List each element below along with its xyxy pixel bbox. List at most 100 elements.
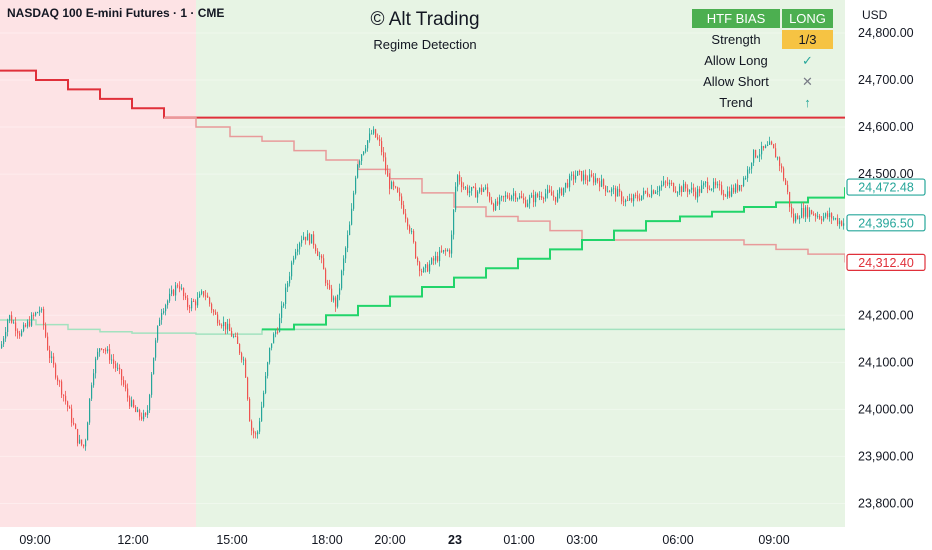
candle-body [465, 187, 467, 189]
candle-body [535, 193, 537, 203]
candle-body [185, 296, 187, 299]
candle-body [469, 190, 471, 194]
strength-row: Strength 1/3 [692, 30, 833, 49]
candle-body [823, 216, 825, 221]
x-tick-label: 23 [448, 533, 462, 547]
candle-body [623, 201, 625, 203]
allow-short-row: Allow Short ✕ [692, 72, 833, 91]
trend-label: Trend [719, 95, 753, 110]
candle-body [829, 213, 831, 218]
candle-body [333, 297, 335, 301]
candle-body [651, 190, 653, 197]
candle-body [427, 264, 429, 272]
candle-body [495, 201, 497, 211]
candle-body [615, 188, 617, 197]
y-axis[interactable]: 24,800.00 24,700.00 24,600.00 24,500.00 24,2… [845, 0, 932, 550]
symbol-title[interactable]: NASDAQ 100 E-mini Futures · 1 · CME [7, 6, 225, 20]
candle-body [639, 198, 641, 201]
candle-body [275, 331, 277, 335]
candle-body [687, 188, 689, 192]
candle-body [821, 218, 823, 221]
allow-long-label: Allow Long [704, 53, 768, 68]
candle-body [403, 204, 405, 214]
candle-body [787, 184, 789, 192]
candle-body [603, 179, 605, 186]
x-axis-background [0, 527, 845, 550]
y-tick-label: 23,800.00 [858, 496, 914, 510]
candle-body [367, 140, 369, 149]
candle-body [239, 343, 241, 354]
candle-body [613, 188, 615, 190]
candle-body [211, 303, 213, 311]
candle-body [611, 188, 613, 192]
candle-body [357, 164, 359, 178]
candle-body [19, 333, 21, 336]
candle-body [195, 301, 197, 306]
candle-body [791, 207, 793, 214]
candle-body [155, 340, 157, 358]
candle-body [389, 176, 391, 189]
candle-body [437, 256, 439, 262]
x-axis[interactable]: 09:00 12:00 15:00 18:00 20:00 23 01:00 03:00 06:… [0, 527, 845, 550]
candle-body [43, 309, 45, 326]
candle-body [405, 213, 407, 219]
candle-body [631, 198, 633, 202]
candle-body [443, 250, 445, 252]
candle-body [737, 184, 739, 191]
candle-body [159, 319, 161, 326]
candle-body [665, 181, 667, 183]
candle-body [711, 188, 713, 190]
candle-body [507, 195, 509, 198]
candle-body [475, 187, 477, 198]
candle-body [91, 385, 93, 399]
candle-body [747, 169, 749, 179]
candle-body [51, 356, 53, 359]
candle-body [111, 359, 113, 361]
candle-body [243, 359, 245, 361]
candle-body [689, 189, 691, 192]
candle-body [591, 174, 593, 177]
y-tick-label: 23,900.00 [858, 449, 914, 463]
candle-body [547, 189, 549, 194]
candle-body [53, 356, 55, 365]
candle-body [493, 203, 495, 211]
candle-body [573, 174, 575, 180]
candle-body [407, 218, 409, 227]
currency-label[interactable]: USD [862, 8, 888, 22]
candle-body [515, 193, 517, 199]
candle-body [753, 149, 755, 163]
candles [1, 126, 845, 451]
candle-body [9, 315, 11, 321]
candle-body [21, 330, 23, 336]
strength-label: Strength [711, 32, 761, 47]
candle-body [47, 336, 49, 351]
y-tick-label: 24,100.00 [858, 355, 914, 369]
candle-body [79, 439, 81, 444]
candle-body [645, 190, 647, 193]
allow-long-row: Allow Long ✓ [692, 51, 833, 70]
candle-body [119, 367, 121, 370]
candle-body [721, 185, 723, 194]
candle-body [683, 183, 685, 193]
candle-body [701, 185, 703, 193]
candle-body [151, 374, 153, 395]
candle-body [89, 398, 91, 423]
candle-body [799, 217, 801, 220]
candle-body [803, 208, 805, 217]
candle-body [705, 181, 707, 184]
bias-title: HTF BIAS [692, 9, 780, 28]
candle-body [227, 323, 229, 330]
candle-body [231, 331, 233, 337]
candle-body [105, 349, 107, 352]
candle-body [371, 133, 373, 135]
candle-body [751, 162, 753, 169]
candle-body [657, 190, 659, 192]
mid-band-faded-line [0, 319, 845, 335]
candle-body [795, 215, 797, 222]
candle-body [551, 191, 553, 196]
candle-body [325, 269, 327, 284]
candle-body [101, 348, 103, 350]
candle-body [199, 293, 201, 298]
candle-body [257, 431, 259, 435]
